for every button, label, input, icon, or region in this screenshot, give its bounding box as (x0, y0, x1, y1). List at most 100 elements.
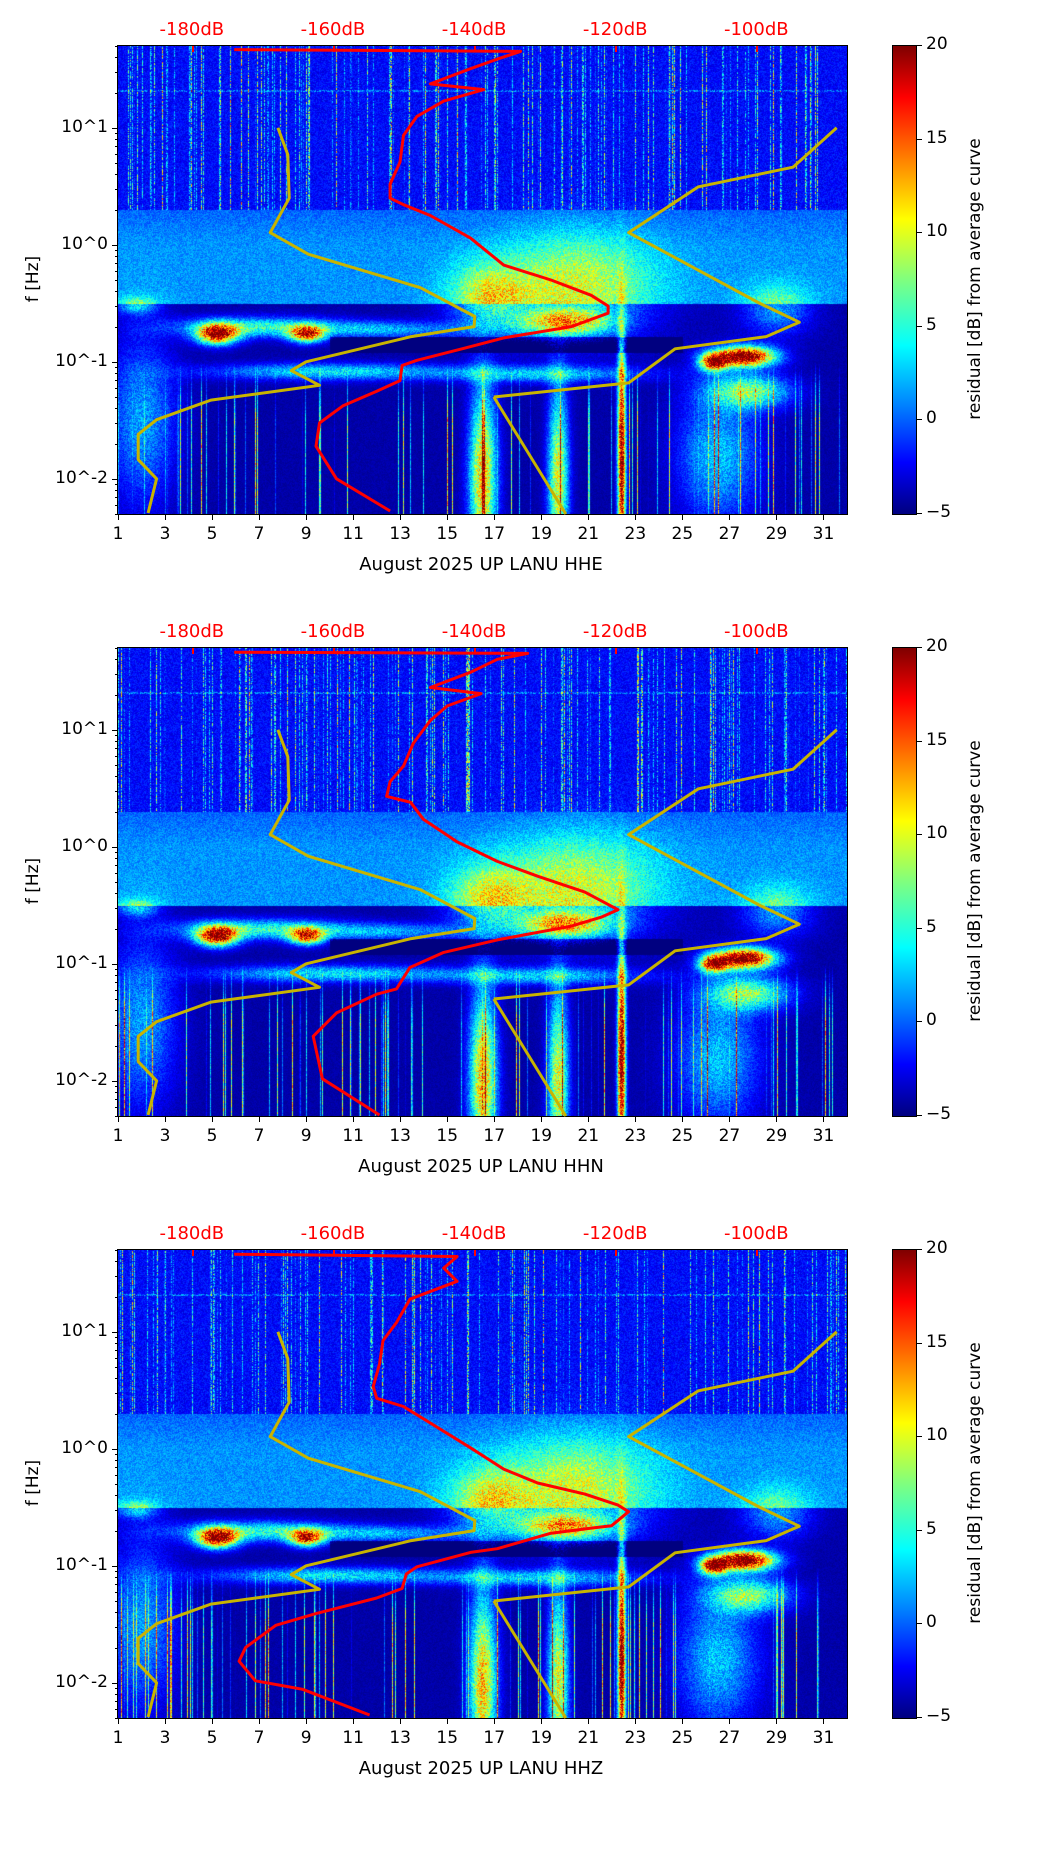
x-axis-tick-label: 29 (765, 524, 788, 544)
y-axis-major-tick (112, 478, 118, 480)
x-axis-tick (776, 1116, 778, 1122)
y-axis-minor-tick (115, 907, 118, 909)
x-axis-tick-label: 9 (300, 1728, 312, 1748)
y-axis-minor-tick (115, 659, 118, 661)
colorbar-tick (916, 1717, 922, 1718)
reference-curve-0 (136, 729, 477, 1116)
x-axis-tick-label: 11 (342, 1126, 364, 1146)
y-axis-minor-tick (115, 776, 118, 778)
x-axis-tick-label: 5 (206, 1728, 218, 1748)
y-axis-major-tick (112, 1448, 118, 1450)
x-axis-tick (682, 1718, 684, 1724)
x-axis-tick-label: 23 (624, 524, 647, 544)
colorbar-label: residual [dB] from average curve (965, 1342, 985, 1624)
colorbar-tick (916, 138, 922, 140)
y-axis-minor-tick (115, 443, 118, 445)
colorbar-tick (916, 1249, 922, 1250)
reference-curve-0 (136, 1331, 477, 1718)
reference-curve-2 (493, 1330, 838, 1603)
x-axis-label: August 2025 UP LANU HHZ (358, 1758, 604, 1779)
y-axis-minor-tick (115, 1484, 118, 1485)
top-axis-tick-label: -100dB (723, 621, 789, 642)
colorbar-tick (916, 513, 922, 514)
plot-area: -180dB -160dB -140dB -120dB -100dB 1 3 5 7 9 11 13 1… (55, 1223, 848, 1748)
y-axis-major-tick (112, 1682, 118, 1684)
y-axis-minor-tick (115, 741, 118, 743)
y-axis-minor-tick (115, 1601, 118, 1602)
top-axis-tick (474, 648, 477, 654)
y-axis-minor-tick (115, 1378, 118, 1380)
colorbar-tick (916, 1623, 922, 1625)
top-axis-tick-label: -140dB (441, 621, 507, 642)
colorbar-tick (916, 834, 922, 836)
colorbar-tick (916, 1529, 922, 1531)
y-axis-minor-tick (115, 1106, 118, 1108)
y-axis-tick-label: 10^0 (61, 233, 108, 254)
y-axis-minor-tick (115, 673, 118, 675)
spectrogram-panel-hhz: -180dB -160dB -140dB -120dB -100dB 1 3 5 7 9 11 13 1… (0, 1223, 1052, 1851)
plot-area: -180dB -160dB -140dB -120dB -100dB 1 3 5 7 9 11 13 1… (55, 19, 848, 544)
reference-curve-1 (492, 396, 568, 515)
x-axis-tick-label: 15 (436, 1126, 459, 1146)
y-axis-tick-label: 10^-1 (55, 350, 108, 371)
y-axis-major-tick (112, 963, 118, 965)
x-axis-tick (494, 514, 496, 520)
y-axis-minor-tick (115, 852, 118, 854)
x-axis-tick-label: 1 (112, 1126, 124, 1146)
colorbar-tick-label: −5 (926, 502, 952, 522)
colorbar-tick-label: −5 (926, 1706, 952, 1726)
y-axis-minor-tick (115, 262, 118, 264)
y-axis-minor-tick (115, 1694, 118, 1696)
y-axis-major-tick (112, 729, 118, 731)
colorbar (892, 647, 917, 1117)
x-axis-tick-label: 31 (812, 1126, 835, 1146)
x-axis-tick-label: 13 (389, 1126, 411, 1146)
x-axis-tick (118, 1116, 119, 1122)
y-axis-minor-tick (115, 1250, 118, 1251)
y-axis-minor-tick (115, 1466, 118, 1468)
colorbar-tick-label: −5 (926, 1104, 952, 1124)
y-axis-minor-tick (115, 514, 118, 515)
y-axis-minor-tick (115, 490, 118, 492)
y-axis-minor-tick (115, 1454, 118, 1456)
y-axis-major-tick (112, 361, 118, 363)
colorbar-tick (916, 740, 922, 742)
curves-overlay (136, 1252, 838, 1719)
x-axis-tick (212, 1718, 214, 1724)
x-axis-tick-label: 15 (436, 524, 459, 544)
x-axis-tick (259, 514, 261, 520)
y-axis-minor-tick (115, 291, 118, 293)
y-axis-major-tick (112, 1331, 118, 1333)
y-axis-minor-tick (115, 1718, 118, 1719)
x-axis-tick (400, 1718, 402, 1724)
y-axis-minor-tick (115, 209, 118, 211)
top-axis-tick-label: -180dB (159, 1223, 225, 1244)
top-axis-tick (474, 1250, 477, 1256)
y-axis-minor-tick (115, 1092, 118, 1094)
y-axis-minor-tick (115, 811, 118, 813)
colorbar-tick (916, 1021, 922, 1023)
x-axis-tick (635, 1718, 637, 1724)
noise-level-curve (234, 650, 620, 1117)
colorbar-tick (916, 647, 922, 648)
y-axis-minor-tick (115, 893, 118, 895)
colorbar-tick-label: 10 (926, 221, 948, 242)
x-axis-tick (541, 1116, 543, 1122)
y-axis-minor-tick (115, 1688, 118, 1690)
x-axis-tick-label: 23 (624, 1126, 647, 1146)
y-axis-minor-tick (115, 1010, 118, 1012)
colorbar-tick-label: 0 (926, 408, 937, 429)
y-axis-minor-tick (115, 397, 118, 398)
y-axis-tick-label: 10^-1 (55, 1554, 108, 1575)
y-axis-major-tick (112, 1565, 118, 1567)
y-axis-minor-tick (115, 1591, 118, 1593)
y-axis-minor-tick (115, 975, 118, 977)
x-axis-tick (306, 514, 308, 520)
y-axis-minor-tick (115, 648, 118, 649)
x-axis-tick-label: 17 (483, 1126, 506, 1146)
y-axis-minor-tick (115, 139, 118, 141)
x-axis-tick-label: 29 (765, 1728, 788, 1748)
colorbar-tick-label: 0 (926, 1612, 937, 1633)
y-axis-minor-tick (115, 1337, 118, 1339)
colorbar-tick-label: 15 (926, 1331, 948, 1352)
